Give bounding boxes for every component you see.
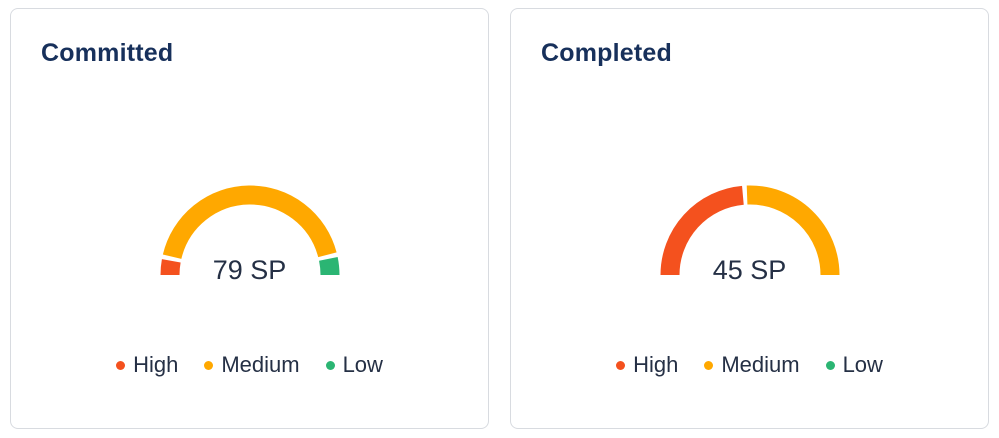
medium-legend-label: Medium	[721, 352, 800, 377]
committed-legend: High Medium Low	[116, 351, 383, 379]
low-legend-label: Low	[842, 352, 883, 377]
committed-gauge-arc	[159, 185, 339, 276]
committed-gauge-value: 79 SP	[212, 255, 287, 285]
medium-legend-dot-icon	[704, 360, 714, 370]
committed-gauge-chart: 79 SP	[135, 167, 365, 287]
legend-item-low[interactable]: Low	[825, 351, 883, 379]
high-legend-label: High	[633, 352, 679, 377]
completed-legend: High Medium Low	[616, 351, 883, 379]
completed-gauge-value: 45 SP	[712, 255, 787, 285]
legend-item-medium[interactable]: Medium	[704, 351, 800, 379]
completed-gauge-chart: 45 SP	[635, 167, 865, 287]
legend-item-low[interactable]: Low	[325, 351, 383, 379]
committed-card: Committed 79 SP High Medium Low	[10, 8, 489, 429]
low-legend-dot-icon	[325, 360, 335, 370]
completed-gauge-arc	[660, 185, 839, 276]
legend-item-high[interactable]: High	[616, 351, 678, 379]
committed-card-title: Committed	[41, 39, 174, 67]
legend-item-medium[interactable]: Medium	[204, 351, 300, 379]
legend-item-high[interactable]: High	[116, 351, 178, 379]
low-legend-dot-icon	[825, 360, 835, 370]
medium-legend-dot-icon	[204, 360, 214, 370]
medium-legend-label: Medium	[221, 352, 300, 377]
high-legend-dot-icon	[116, 360, 126, 370]
completed-card-title: Completed	[541, 39, 672, 67]
low-legend-label: Low	[342, 352, 383, 377]
completed-card: Completed 45 SP High Medium Low	[510, 8, 989, 429]
high-legend-label: High	[133, 352, 179, 377]
high-legend-dot-icon	[616, 360, 626, 370]
